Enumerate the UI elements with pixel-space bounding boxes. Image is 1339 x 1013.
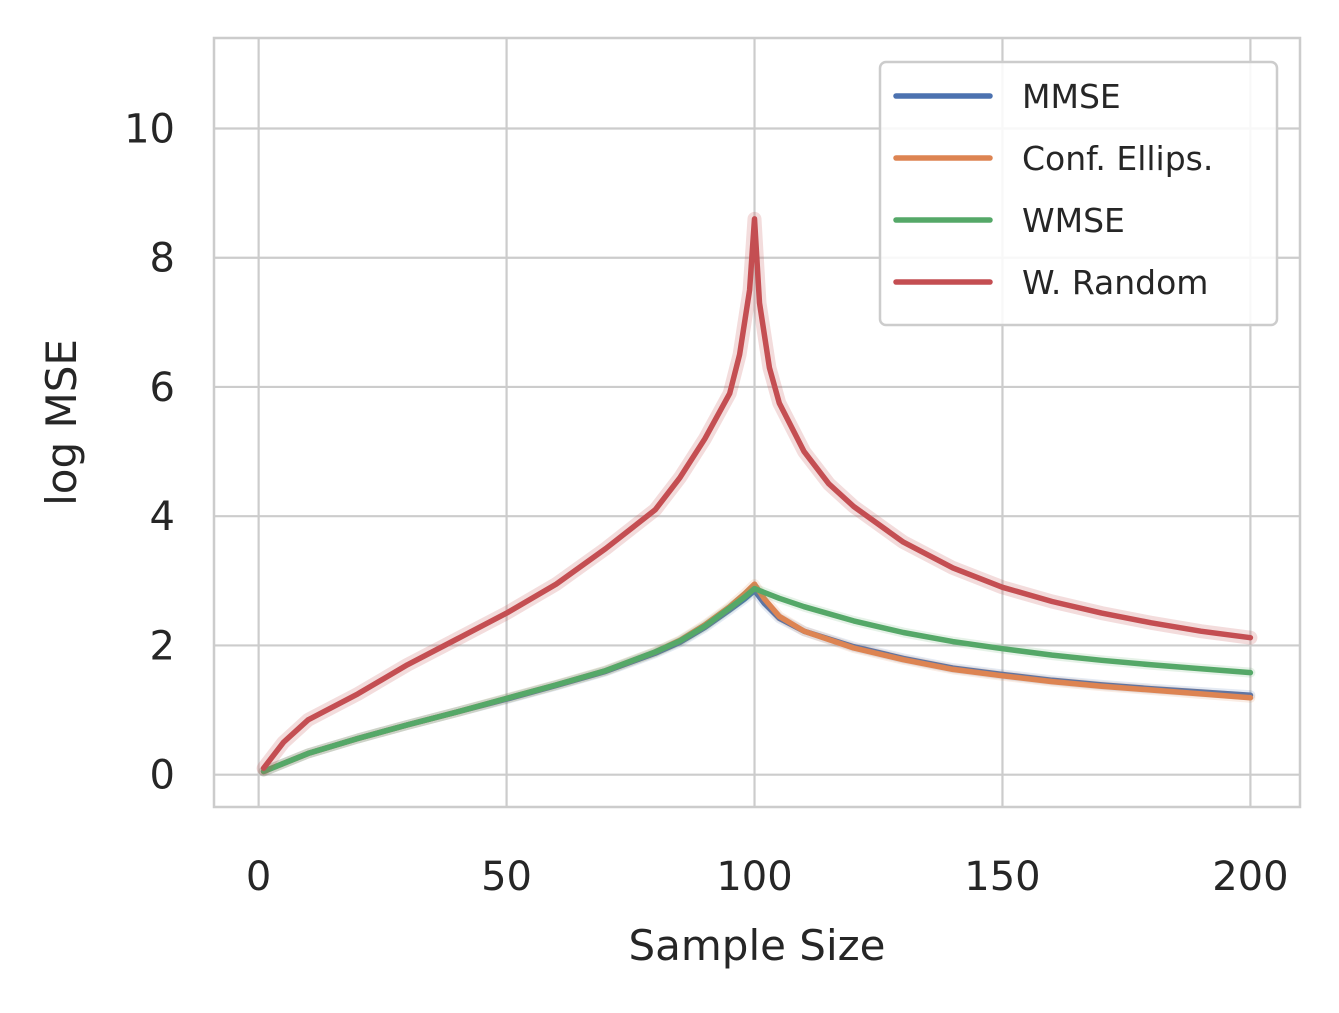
- y-tick-label: 8: [150, 236, 175, 282]
- y-tick-label: 4: [150, 494, 175, 540]
- x-tick-labels: 0 50 100 150 200: [246, 854, 1289, 900]
- legend-label: W. Random: [1022, 263, 1208, 302]
- x-axis-label: Sample Size: [628, 921, 885, 970]
- x-tick-label: 200: [1212, 854, 1288, 900]
- x-tick-label: 0: [246, 854, 271, 900]
- y-tick-label: 6: [150, 365, 175, 411]
- y-tick-label: 10: [124, 106, 175, 152]
- y-axis-label: log MSE: [37, 339, 86, 506]
- y-tick-labels: 0 2 4 6 8 10: [124, 106, 175, 798]
- series-layer: [256, 211, 1258, 777]
- x-tick-label: 150: [964, 854, 1040, 900]
- x-tick-label: 100: [716, 854, 792, 900]
- legend-label: Conf. Ellips.: [1022, 139, 1213, 178]
- y-tick-label: 2: [150, 623, 175, 669]
- x-tick-label: 50: [481, 854, 532, 900]
- legend-label: WMSE: [1022, 201, 1125, 240]
- legend-box: [878, 60, 1279, 327]
- series-line: [260, 585, 1254, 775]
- legend-label: MMSE: [1022, 77, 1121, 116]
- legend: MMSE Conf. Ellips. WMSE W. Random: [878, 60, 1279, 327]
- y-tick-label: 0: [150, 753, 175, 799]
- plot-frame: [212, 36, 1302, 809]
- series-line: [260, 216, 1254, 771]
